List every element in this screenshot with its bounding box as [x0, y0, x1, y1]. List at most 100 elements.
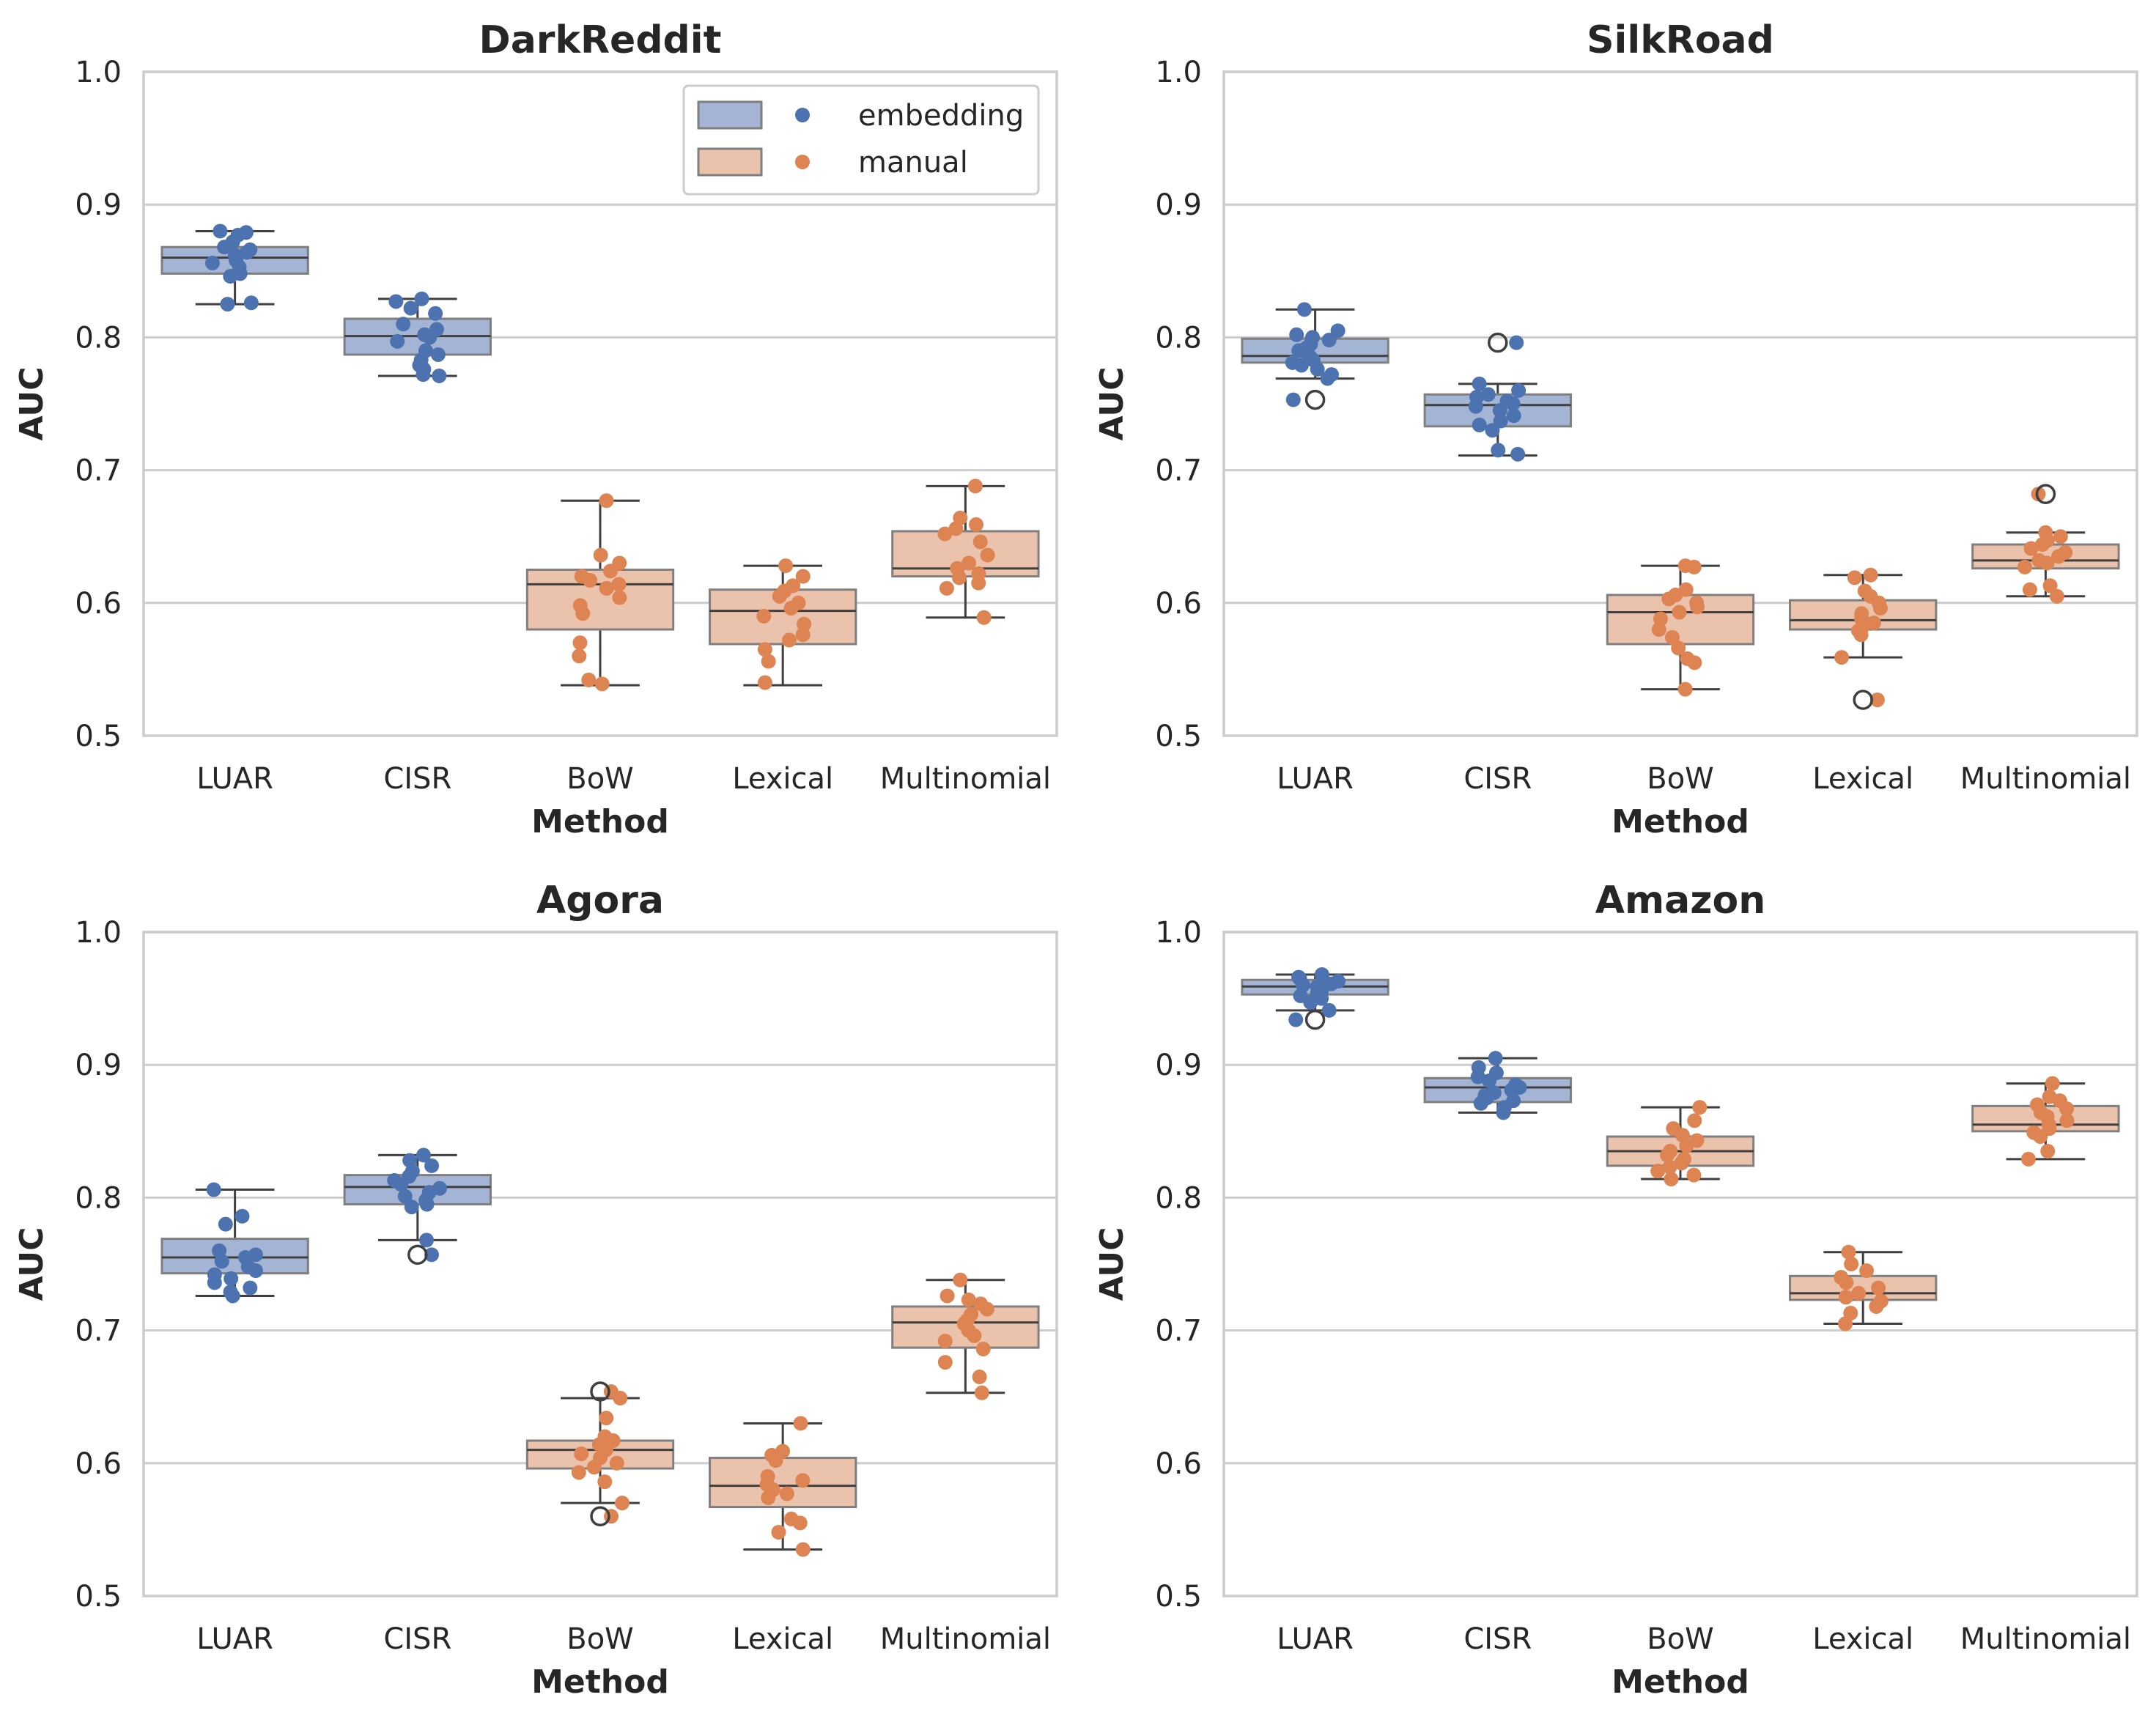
chart-panel-amazon: 0.5 0.6 0.7 0.8 0.9 1.0 LUAR CISR BoW Lexical Mult… — [1093, 879, 2138, 1701]
legend-label-embedding: embedding — [858, 99, 1024, 133]
data-point — [1847, 570, 1862, 585]
legend-swatch-box-manual — [697, 147, 763, 177]
panel-title: DarkReddit — [479, 18, 722, 62]
y-tick-label: 1.0 — [75, 56, 122, 89]
legend: embedding manual — [682, 84, 1040, 196]
data-point — [1841, 1244, 1856, 1260]
data-point — [937, 1334, 953, 1349]
legend-box — [682, 84, 1040, 196]
x-tick-label-lexical: Lexical — [732, 1622, 833, 1656]
data-point — [756, 608, 772, 624]
data-point — [793, 1416, 808, 1431]
data-point — [1662, 1159, 1677, 1175]
data-point — [972, 1370, 987, 1385]
data-point — [1492, 403, 1507, 418]
data-point — [953, 1272, 968, 1287]
y-tick-label: 0.6 — [75, 1447, 122, 1481]
y-tick-label: 0.8 — [75, 1181, 122, 1215]
data-point — [390, 333, 405, 349]
data-point — [2039, 555, 2055, 571]
data-point — [419, 1233, 435, 1248]
data-point — [2040, 1143, 2056, 1159]
data-point — [2034, 537, 2050, 553]
y-tick-label: 0.8 — [1155, 1181, 1202, 1215]
data-point — [419, 1197, 435, 1212]
outlier-point — [407, 1244, 428, 1265]
chart-panel-silkroad: 0.5 0.6 0.7 0.8 0.9 1.0 LUAR CISR BoW Lexical Mult… — [1093, 18, 2138, 840]
data-point — [939, 580, 954, 596]
data-point — [761, 654, 776, 669]
box-cisr — [343, 1174, 492, 1205]
outlier-point — [1853, 690, 1873, 710]
data-point — [599, 493, 614, 509]
data-point — [1296, 302, 1312, 317]
y-tick-label: 0.6 — [75, 587, 122, 621]
x-tick-label-cisr: CISR — [1463, 1622, 1532, 1656]
data-point — [424, 1158, 440, 1173]
data-point — [1853, 627, 1869, 643]
box-bow — [525, 569, 675, 631]
data-point — [795, 1473, 811, 1488]
data-point — [1661, 591, 1677, 607]
data-point — [243, 1280, 258, 1296]
data-point — [1859, 1263, 1875, 1279]
data-point — [1470, 1069, 1485, 1084]
data-point — [2042, 578, 2058, 594]
outlier-point — [590, 1506, 610, 1527]
data-point — [424, 1247, 439, 1263]
data-point — [969, 517, 984, 532]
legend-swatch-point-embedding — [795, 108, 810, 122]
y-tick-label: 0.7 — [75, 454, 122, 488]
plot-frame — [1222, 70, 2138, 737]
outlier-point — [1304, 1009, 1326, 1030]
data-point — [797, 616, 812, 632]
data-point — [1285, 392, 1301, 407]
y-tick-label: 0.9 — [1155, 1049, 1202, 1082]
data-point — [593, 547, 608, 563]
y-tick-label: 0.7 — [1155, 1315, 1202, 1348]
chart-panel-darkreddit: 0.5 0.6 0.7 0.8 0.9 1.0 LUAR CISR BoW Lexical Mult… — [13, 18, 1058, 840]
outlier-point — [2035, 484, 2056, 504]
data-point — [1839, 1275, 1854, 1290]
y-tick-label: 0.9 — [75, 1049, 122, 1082]
legend-swatch-point-manual — [795, 155, 810, 169]
data-point — [1330, 323, 1345, 339]
data-point — [795, 1542, 811, 1557]
data-point — [1510, 446, 1526, 462]
data-point — [416, 1148, 431, 1163]
data-point — [396, 317, 411, 332]
data-point — [571, 1465, 586, 1480]
data-point — [422, 330, 438, 345]
data-point — [575, 606, 591, 621]
data-point — [1690, 599, 1705, 615]
data-point — [783, 601, 799, 616]
data-point — [1488, 1051, 1503, 1066]
data-point — [1866, 615, 1881, 630]
data-point — [1506, 408, 1521, 424]
box-cisr — [1423, 1076, 1572, 1104]
data-point — [1672, 605, 1687, 620]
data-point — [778, 558, 794, 574]
y-tick-label: 1.0 — [75, 916, 122, 950]
data-point — [976, 610, 992, 625]
data-point — [761, 1490, 776, 1505]
data-point — [948, 521, 964, 536]
data-point — [1674, 1156, 1689, 1171]
data-point — [1838, 1290, 1853, 1305]
data-point — [1692, 1100, 1708, 1115]
data-point — [220, 297, 235, 312]
data-point — [394, 1177, 409, 1192]
data-point — [1871, 1280, 1886, 1296]
data-point — [757, 642, 772, 657]
data-point — [1511, 383, 1526, 398]
data-point — [430, 347, 446, 362]
legend-swatch-box-embedding — [697, 100, 763, 130]
data-point — [1496, 1105, 1511, 1120]
outlier-point — [1304, 389, 1326, 410]
data-point — [1509, 335, 1524, 350]
chart-panel-agora: 0.5 0.6 0.7 0.8 0.9 1.0 LUAR CISR BoW Lexical Mult… — [13, 879, 1058, 1701]
plot-frame — [1222, 931, 2138, 1597]
data-point — [1289, 327, 1304, 342]
data-point — [2022, 582, 2037, 597]
data-point — [574, 1446, 589, 1462]
